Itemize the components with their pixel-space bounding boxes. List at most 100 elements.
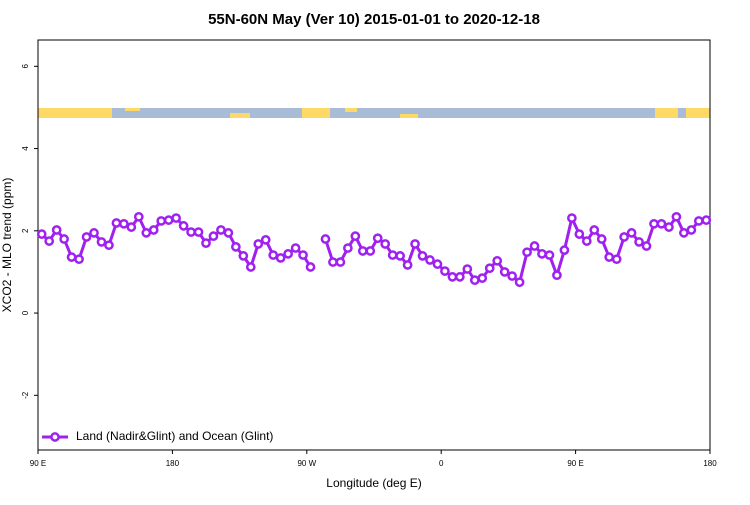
point — [96, 237, 107, 247]
point — [440, 266, 450, 276]
point — [552, 270, 562, 281]
point — [275, 253, 286, 263]
point — [604, 252, 615, 262]
plot-frame — [37, 39, 711, 451]
point — [365, 246, 376, 256]
point — [589, 225, 600, 235]
point — [44, 236, 55, 246]
x-axis-label: Longitude (deg E) — [326, 476, 421, 490]
point — [59, 234, 69, 244]
point — [581, 236, 592, 246]
point — [469, 275, 480, 286]
x-tick-label: 180 — [166, 459, 180, 468]
y-tick-label: 0 — [21, 310, 30, 315]
x-tick-label: 90 W — [297, 459, 316, 468]
y-tick-label: 2 — [21, 228, 30, 233]
point — [455, 272, 465, 282]
point — [671, 211, 682, 222]
point — [178, 221, 189, 231]
point — [74, 254, 84, 265]
point — [148, 225, 159, 235]
point — [686, 225, 697, 235]
point — [395, 251, 405, 261]
point — [611, 254, 622, 265]
point — [387, 250, 398, 260]
point — [484, 263, 495, 274]
point — [350, 231, 361, 242]
x-tick-label: 90 E — [30, 459, 46, 468]
point — [119, 218, 129, 229]
point — [36, 229, 47, 239]
point — [320, 234, 331, 244]
point — [290, 243, 301, 253]
point — [66, 252, 77, 262]
point — [268, 250, 279, 260]
point — [544, 250, 555, 260]
point — [380, 239, 391, 249]
point — [417, 251, 428, 261]
point — [163, 215, 174, 225]
point — [156, 216, 167, 226]
y-tick-label: -2 — [21, 391, 30, 399]
point — [514, 277, 525, 288]
point — [126, 222, 137, 232]
point — [216, 225, 226, 235]
point — [410, 239, 420, 249]
point — [507, 271, 517, 281]
point — [522, 247, 532, 258]
point — [372, 233, 383, 244]
point — [231, 242, 241, 252]
point — [201, 238, 211, 248]
point — [649, 218, 659, 229]
point — [402, 260, 413, 270]
point — [693, 216, 704, 226]
point — [104, 240, 114, 251]
legend-marker — [50, 432, 60, 442]
point — [477, 273, 488, 283]
x-tick-label: 90 E — [567, 459, 583, 468]
point — [208, 231, 219, 242]
point — [357, 246, 368, 256]
point — [238, 251, 249, 261]
point — [111, 218, 122, 228]
point — [186, 227, 196, 237]
point — [626, 228, 637, 238]
point — [574, 229, 585, 239]
x-tick-label: 180 — [703, 459, 717, 468]
point — [89, 228, 99, 238]
point — [171, 213, 181, 223]
point — [641, 241, 652, 251]
y-tick-label: 6 — [21, 64, 30, 69]
x-tick-label: 0 — [439, 459, 444, 468]
point — [245, 262, 256, 272]
point — [223, 228, 234, 238]
point — [51, 225, 62, 235]
point — [664, 222, 674, 232]
point — [537, 248, 547, 259]
point — [567, 213, 577, 223]
point — [133, 211, 144, 222]
point — [425, 255, 435, 265]
point — [559, 245, 570, 255]
point — [701, 215, 712, 225]
point — [305, 262, 316, 272]
point — [462, 264, 473, 274]
y-axis-label: XCO2 - MLO trend (ppm) — [0, 178, 14, 313]
point — [141, 228, 152, 238]
point — [529, 241, 540, 251]
point — [619, 232, 629, 242]
point — [328, 257, 338, 267]
point — [492, 255, 503, 266]
point — [260, 235, 271, 245]
point — [335, 257, 346, 267]
point — [656, 218, 667, 229]
land-ocean-strip — [38, 108, 710, 118]
point — [596, 234, 607, 244]
legend-label: Land (Nadir&Glint) and Ocean (Glint) — [76, 429, 273, 443]
point — [447, 272, 458, 282]
point — [634, 237, 644, 247]
point — [81, 232, 92, 242]
point — [283, 248, 293, 259]
point — [193, 227, 204, 237]
